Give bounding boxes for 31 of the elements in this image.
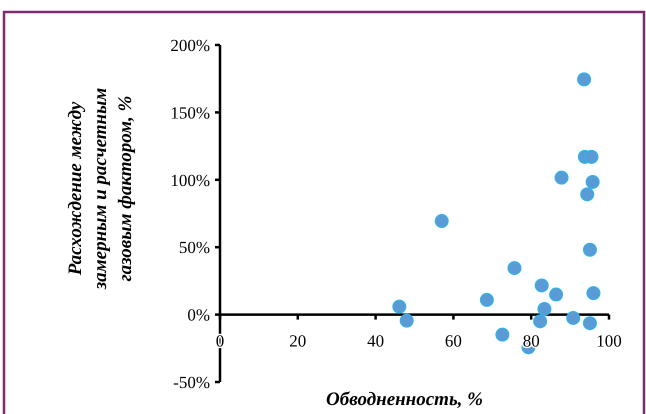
x-tick-label: 60 — [444, 332, 462, 351]
y-tick-label: -50% — [173, 372, 210, 392]
point — [580, 187, 594, 202]
x-tick-label: 20 — [289, 332, 306, 351]
y-tick-label: 200% — [170, 36, 210, 55]
point — [434, 214, 449, 228]
point — [582, 242, 597, 257]
point — [480, 292, 494, 307]
point — [554, 170, 569, 185]
point — [582, 316, 597, 330]
point — [586, 286, 600, 300]
point — [584, 150, 598, 164]
x-tick-label: 40 — [367, 332, 384, 351]
x-tick-label: 100 — [596, 332, 622, 351]
y-axis-title: Расхождение между замерным и расчетным газовым фактором, % — [65, 88, 136, 290]
x-axis-title: Обводненность, % — [326, 389, 483, 410]
point — [533, 314, 548, 328]
point — [577, 72, 592, 86]
point — [534, 278, 549, 292]
y-tick-label: 100% — [170, 170, 210, 190]
y-tick-label: 150% — [170, 103, 210, 122]
point — [495, 328, 510, 342]
point — [400, 314, 414, 328]
y-tick-label: 0% — [187, 306, 210, 325]
point — [586, 174, 600, 189]
point — [549, 288, 564, 302]
point — [507, 261, 522, 276]
point — [392, 300, 406, 314]
point — [537, 302, 552, 316]
point — [566, 310, 580, 325]
y-tick-label: 50% — [178, 238, 210, 258]
